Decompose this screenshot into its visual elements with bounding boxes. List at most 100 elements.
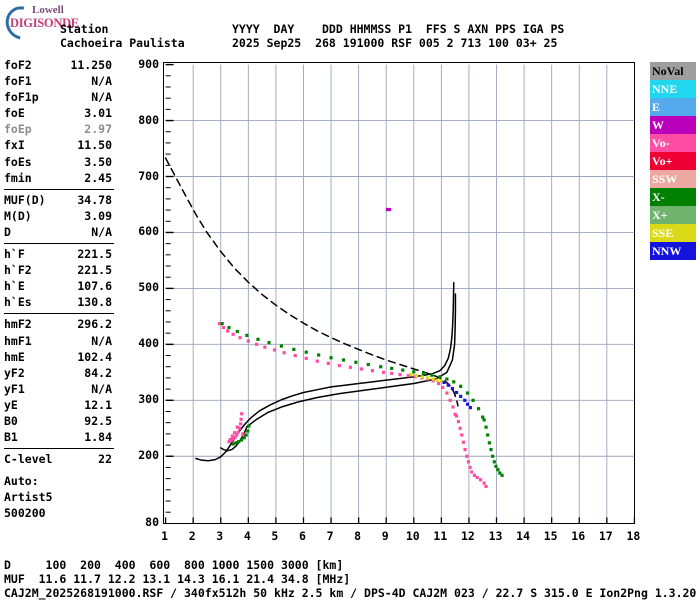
legend-label: SSE	[652, 226, 674, 240]
x-axis-tick-label: 2	[188, 529, 196, 543]
legend-item-vo-minus[interactable]: Vo-	[650, 134, 696, 152]
param-key: B0	[4, 413, 18, 428]
parameter-panel: foF2 11.250 foF1 N/A foF1p N/A foE 3.01 foEp…	[4, 58, 114, 523]
logo-lowell-text: Lowell	[32, 4, 64, 16]
param-value: 34.78	[77, 192, 112, 207]
param-group-virtual-heights: h`F 221.5 h`F2 221.5 h`E 107.6 h`Es 130.8	[4, 247, 114, 311]
legend-item-e[interactable]: E	[650, 98, 696, 116]
param-value: 12.1	[84, 397, 112, 412]
param-value: 2.45	[84, 170, 112, 185]
param-value: 11.250	[70, 58, 112, 72]
ionogram-canvas	[164, 63, 636, 524]
param-row: hmF2 296.2	[4, 317, 114, 333]
param-value: N/A	[91, 224, 112, 239]
ionogram-plot[interactable]	[163, 62, 636, 524]
param-group-muf: MUF(D) 34.78 M(D) 3.09 D N/A	[4, 193, 114, 241]
x-axis-tick-label: 10	[405, 529, 420, 543]
param-group-profile: hmF2 296.2 hmF1 N/A hmE 102.4 yF2 84.2 yF1 N/…	[4, 317, 114, 446]
param-key: C-level	[4, 452, 53, 467]
param-row: foEs 3.50	[4, 155, 114, 171]
station-label: Station	[60, 22, 109, 36]
param-value: 2.97	[84, 122, 112, 137]
y-axis-tick-label: 900	[138, 56, 159, 71]
legend-item-ssw[interactable]: SSW	[650, 170, 696, 188]
header-values: 2025 Sep25 268 191000 RSF 005 2 713 100 …	[232, 36, 558, 50]
param-key: h`F	[4, 247, 25, 262]
x-axis-tick-label: 9	[381, 529, 389, 543]
param-value: 130.8	[77, 295, 112, 310]
param-row: M(D) 3.09	[4, 209, 114, 225]
param-key: foE	[4, 106, 25, 121]
y-axis-tick-label: 800	[138, 112, 159, 127]
param-row: fmin 2.45	[4, 171, 114, 187]
x-axis-tick-label: 17	[598, 529, 613, 543]
x-axis-tick-label: 1	[161, 529, 169, 543]
param-row: yF1 N/A	[4, 382, 114, 398]
legend-item-nne[interactable]: NNE	[650, 80, 696, 98]
param-value: 84.2	[84, 365, 112, 380]
divider	[4, 188, 114, 190]
param-value: 11.50	[77, 138, 112, 153]
param-key: foF1	[4, 74, 32, 89]
param-value: 22	[98, 452, 112, 467]
param-key: foF2	[4, 58, 32, 72]
x-axis-tick-label: 14	[516, 529, 531, 543]
param-group-clevel: C-level 22	[4, 452, 114, 468]
muf-row: MUF 11.6 11.7 12.2 13.1 14.3 16.1 21.4 3…	[4, 572, 351, 586]
x-axis-tick-label: 4	[243, 529, 251, 543]
param-key: fmin	[4, 170, 32, 185]
header-columns: YYYY DAY DDD HHMMSS P1 FFS S AXN PPS IGA…	[232, 22, 565, 36]
legend-item-sse[interactable]: SSE	[650, 224, 696, 242]
file-info-row: CAJ2M_2025268191000.RSF / 340fx512h 50 k…	[4, 586, 697, 600]
y-axis-tick-label: 600	[138, 224, 159, 239]
param-row: h`F 221.5	[4, 247, 114, 263]
param-key: yE	[4, 397, 18, 412]
y-axis-tick-label: 300	[138, 392, 159, 407]
x-axis-tick-label: 18	[626, 529, 641, 543]
param-row: B0 92.5	[4, 414, 114, 430]
legend-label: E	[652, 100, 661, 114]
param-row: foEp 2.97	[4, 122, 114, 138]
x-axis-tick-label: 5	[271, 529, 279, 543]
legend-item-noval[interactable]: NoVal	[650, 62, 696, 80]
auto-scaler-name: Artist5	[4, 490, 53, 505]
auto-code: 500200	[4, 506, 46, 521]
param-row: C-level 22	[4, 452, 114, 468]
divider	[4, 448, 114, 450]
legend-item-nnw[interactable]: NNW	[650, 242, 696, 260]
param-row: MUF(D) 34.78	[4, 193, 114, 209]
param-key: hmF1	[4, 333, 32, 348]
x-axis-tick-label: 6	[299, 529, 306, 543]
param-value: 3.50	[84, 154, 112, 169]
param-value: 107.6	[77, 279, 112, 294]
legend-label: SSW	[652, 172, 678, 186]
param-row: fxI 11.50	[4, 138, 114, 154]
param-value: 221.5	[77, 263, 112, 278]
legend-item-vo-plus[interactable]: Vo+	[650, 152, 696, 170]
param-key: foF1p	[4, 90, 39, 105]
legend-label: NNE	[652, 82, 678, 96]
y-axis-tick-label: 200	[138, 448, 159, 463]
param-value: 296.2	[77, 317, 112, 332]
param-key: B1	[4, 430, 18, 445]
param-value: N/A	[91, 381, 112, 396]
param-row: D N/A	[4, 225, 114, 241]
legend-item-x-plus[interactable]: X+	[650, 206, 696, 224]
x-axis-tick-label: 15	[543, 529, 558, 543]
color-legend: NoVal NNE E W Vo- Vo+ SSW X- X+ SSE NNW	[650, 62, 696, 260]
param-key: M(D)	[4, 208, 32, 223]
legend-item-x-minus[interactable]: X-	[650, 188, 696, 206]
x-axis-tick-label: 11	[433, 529, 448, 543]
legend-item-w[interactable]: W	[650, 116, 696, 134]
param-key: foEs	[4, 154, 32, 169]
param-row: h`F2 221.5	[4, 263, 114, 279]
legend-label: X+	[652, 208, 668, 222]
param-row: foF2 11.250	[4, 58, 114, 74]
param-key: h`E	[4, 279, 25, 294]
param-key: hmF2	[4, 317, 32, 332]
legend-label: Vo+	[652, 154, 673, 168]
param-key: h`F2	[4, 263, 32, 278]
station-name: Cachoeira Paulista	[60, 36, 185, 50]
divider	[4, 313, 114, 315]
param-key: yF1	[4, 381, 25, 396]
